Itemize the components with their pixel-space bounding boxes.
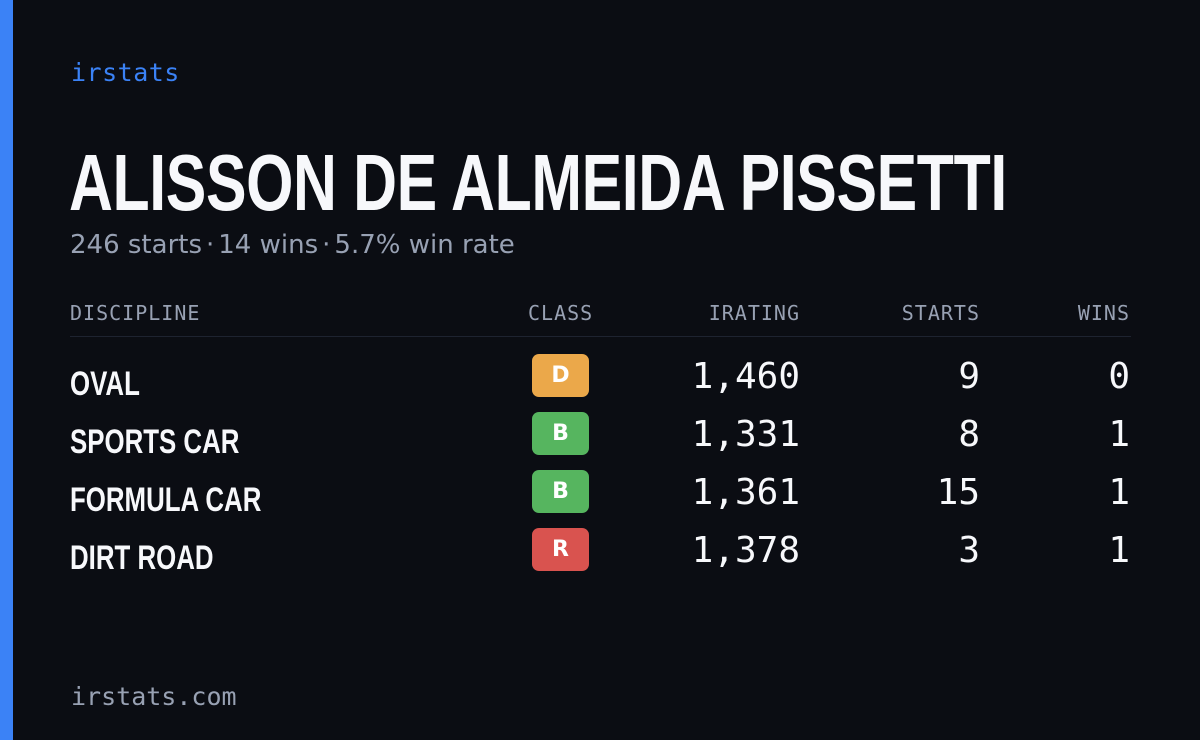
discipline-name: SPORTS CAR [70,423,240,461]
starts-summary: 246 starts [70,230,202,260]
wins-value: 1 [1108,414,1130,455]
starts-value: 8 [958,414,980,455]
starts-value: 3 [958,530,980,571]
header-discipline: DISCIPLINE [70,301,201,325]
driver-summary: 246 starts · 14 wins · 5.7% win rate [70,228,515,262]
discipline-name: FORMULA CAR [70,481,262,519]
summary-separator: · [322,230,331,260]
header-starts: STARTS [901,301,980,325]
table-row: SPORTS CAR B 1,331 8 1 [70,412,1131,470]
discipline-name: DIRT ROAD [70,539,214,577]
starts-value: 15 [936,472,980,513]
class-badge: D [532,354,589,397]
wins-summary: 14 wins [218,230,319,260]
header-class: CLASS [528,301,594,325]
wins-value: 1 [1108,530,1130,571]
class-badge: B [532,412,589,455]
wins-value: 0 [1108,356,1130,397]
discipline-name: OVAL [70,365,140,403]
class-badge: R [532,528,589,571]
brand-logo-text: irstats [71,58,180,87]
accent-bar [0,0,13,740]
table-row: FORMULA CAR B 1,361 15 1 [70,470,1131,528]
wins-value: 1 [1108,472,1130,513]
table-row: OVAL D 1,460 9 0 [70,354,1131,412]
irating-value: 1,331 [691,414,800,455]
footer-url: irstats.com [71,682,237,711]
discipline-table: DISCIPLINE CLASS IRATING STARTS WINS OVA… [70,296,1131,586]
header-irating: IRATING [708,301,800,325]
irating-value: 1,460 [691,356,800,397]
driver-name: ALISSON DE ALMEIDA PISSETTI [69,138,1007,227]
irating-value: 1,361 [691,472,800,513]
table-row: DIRT ROAD R 1,378 3 1 [70,528,1131,586]
table-header: DISCIPLINE CLASS IRATING STARTS WINS [70,296,1131,337]
table-body: OVAL D 1,460 9 0 SPORTS CAR B 1,331 8 1 … [70,354,1131,586]
class-badge: B [532,470,589,513]
header-wins: WINS [1077,301,1130,325]
starts-value: 9 [958,356,980,397]
win-rate-summary: 5.7% win rate [334,230,515,260]
summary-separator: · [206,230,215,260]
irating-value: 1,378 [691,530,800,571]
